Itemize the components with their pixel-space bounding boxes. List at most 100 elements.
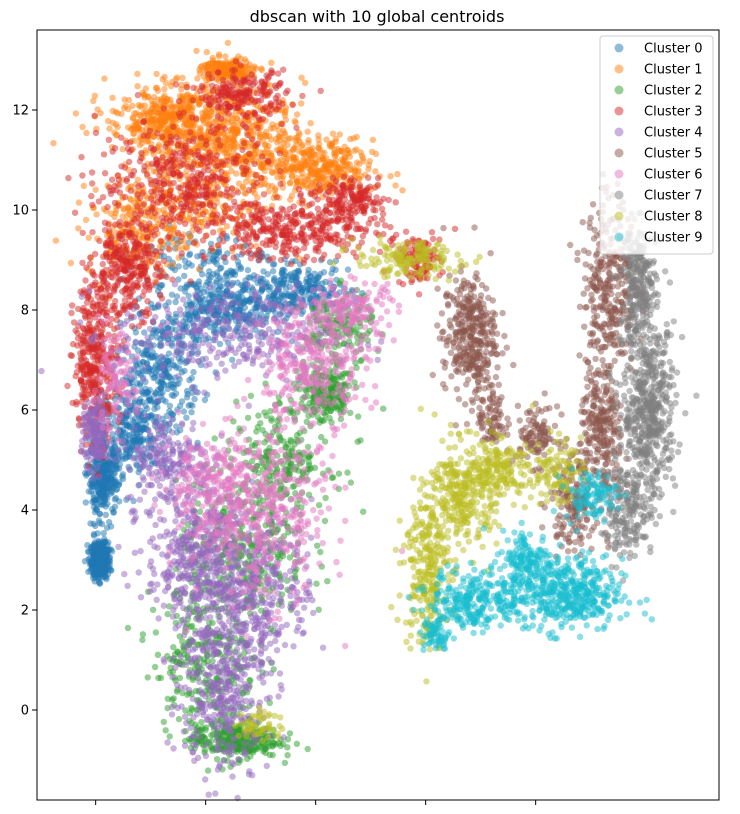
- data-point: [337, 168, 344, 175]
- data-point: [198, 719, 205, 726]
- data-point: [95, 546, 103, 554]
- data-point: [230, 137, 237, 144]
- data-point: [202, 724, 210, 731]
- data-point: [129, 437, 137, 444]
- data-point: [233, 170, 240, 177]
- data-point: [128, 126, 135, 133]
- data-point: [346, 153, 353, 160]
- data-point: [290, 154, 297, 161]
- data-point: [203, 48, 210, 56]
- data-point: [181, 272, 188, 280]
- data-point: [283, 159, 290, 166]
- data-point: [106, 125, 113, 132]
- data-point: [160, 718, 167, 726]
- data-point: [178, 398, 186, 405]
- data-point: [315, 136, 322, 143]
- data-point: [234, 279, 241, 286]
- data-point: [98, 501, 105, 509]
- data-point: [136, 433, 144, 440]
- data-point: [92, 186, 99, 193]
- data-point: [353, 159, 361, 166]
- data-point: [139, 636, 146, 644]
- data-point: [82, 499, 90, 506]
- data-point: [154, 96, 162, 103]
- data-point: [327, 161, 334, 168]
- data-point: [107, 523, 115, 530]
- data-point: [102, 511, 110, 518]
- data-point: [86, 554, 94, 562]
- data-point: [174, 245, 181, 252]
- data-point: [206, 292, 213, 299]
- data-point: [85, 488, 92, 495]
- data-point: [281, 759, 289, 767]
- data-point: [320, 269, 328, 276]
- data-point: [153, 70, 160, 78]
- data-point: [67, 259, 75, 267]
- data-point: [255, 412, 262, 419]
- data-point: [316, 146, 324, 153]
- data-point: [311, 464, 319, 471]
- data-point: [168, 391, 175, 399]
- data-point: [139, 631, 147, 638]
- data-point: [209, 54, 216, 62]
- data-point: [307, 120, 314, 127]
- data-point: [175, 263, 182, 270]
- data-point: [224, 132, 231, 139]
- data-point: [97, 579, 104, 587]
- data-point: [180, 408, 188, 415]
- data-point: [341, 162, 348, 169]
- data-point: [247, 274, 254, 281]
- data-point: [172, 298, 179, 306]
- data-point: [190, 368, 197, 376]
- data-point: [104, 500, 111, 508]
- data-point: [360, 508, 367, 515]
- data-point: [357, 437, 364, 444]
- data-point: [92, 542, 99, 549]
- data-point: [177, 358, 184, 365]
- data-point: [293, 740, 301, 747]
- data-point: [296, 160, 304, 167]
- data-point: [317, 548, 324, 556]
- data-point: [203, 76, 210, 84]
- data-point: [203, 62, 210, 69]
- data-point: [189, 402, 196, 409]
- data-point: [90, 574, 97, 582]
- data-point: [307, 273, 314, 280]
- data-point: [279, 740, 287, 748]
- data-point: [99, 479, 106, 487]
- data-point: [109, 445, 116, 452]
- data-point: [112, 494, 120, 502]
- data-point: [258, 65, 265, 72]
- data-point: [324, 578, 331, 585]
- data-point: [100, 474, 108, 481]
- data-point: [193, 47, 200, 55]
- data-point: [332, 157, 340, 164]
- data-point: [105, 485, 113, 492]
- data-point: [335, 470, 343, 477]
- data-point: [219, 730, 226, 738]
- data-point: [265, 150, 272, 157]
- data-point: [215, 287, 222, 294]
- data-point: [151, 373, 158, 381]
- data-point: [369, 136, 377, 143]
- data-point: [188, 106, 195, 114]
- data-point: [136, 382, 144, 389]
- data-point: [194, 253, 201, 260]
- data-point: [322, 494, 329, 502]
- data-point: [98, 520, 106, 528]
- data-point: [344, 266, 352, 273]
- data-point: [167, 381, 174, 388]
- data-point: [149, 348, 156, 356]
- data-point: [344, 147, 351, 154]
- data-point: [281, 267, 288, 274]
- data-point: [369, 148, 376, 155]
- data-point: [139, 398, 146, 406]
- data-point: [195, 265, 203, 272]
- data-point: [142, 347, 149, 354]
- data-point: [161, 73, 168, 81]
- data-point: [123, 422, 130, 429]
- data-point: [275, 127, 282, 134]
- data-point: [328, 141, 336, 148]
- data-point: [160, 381, 168, 389]
